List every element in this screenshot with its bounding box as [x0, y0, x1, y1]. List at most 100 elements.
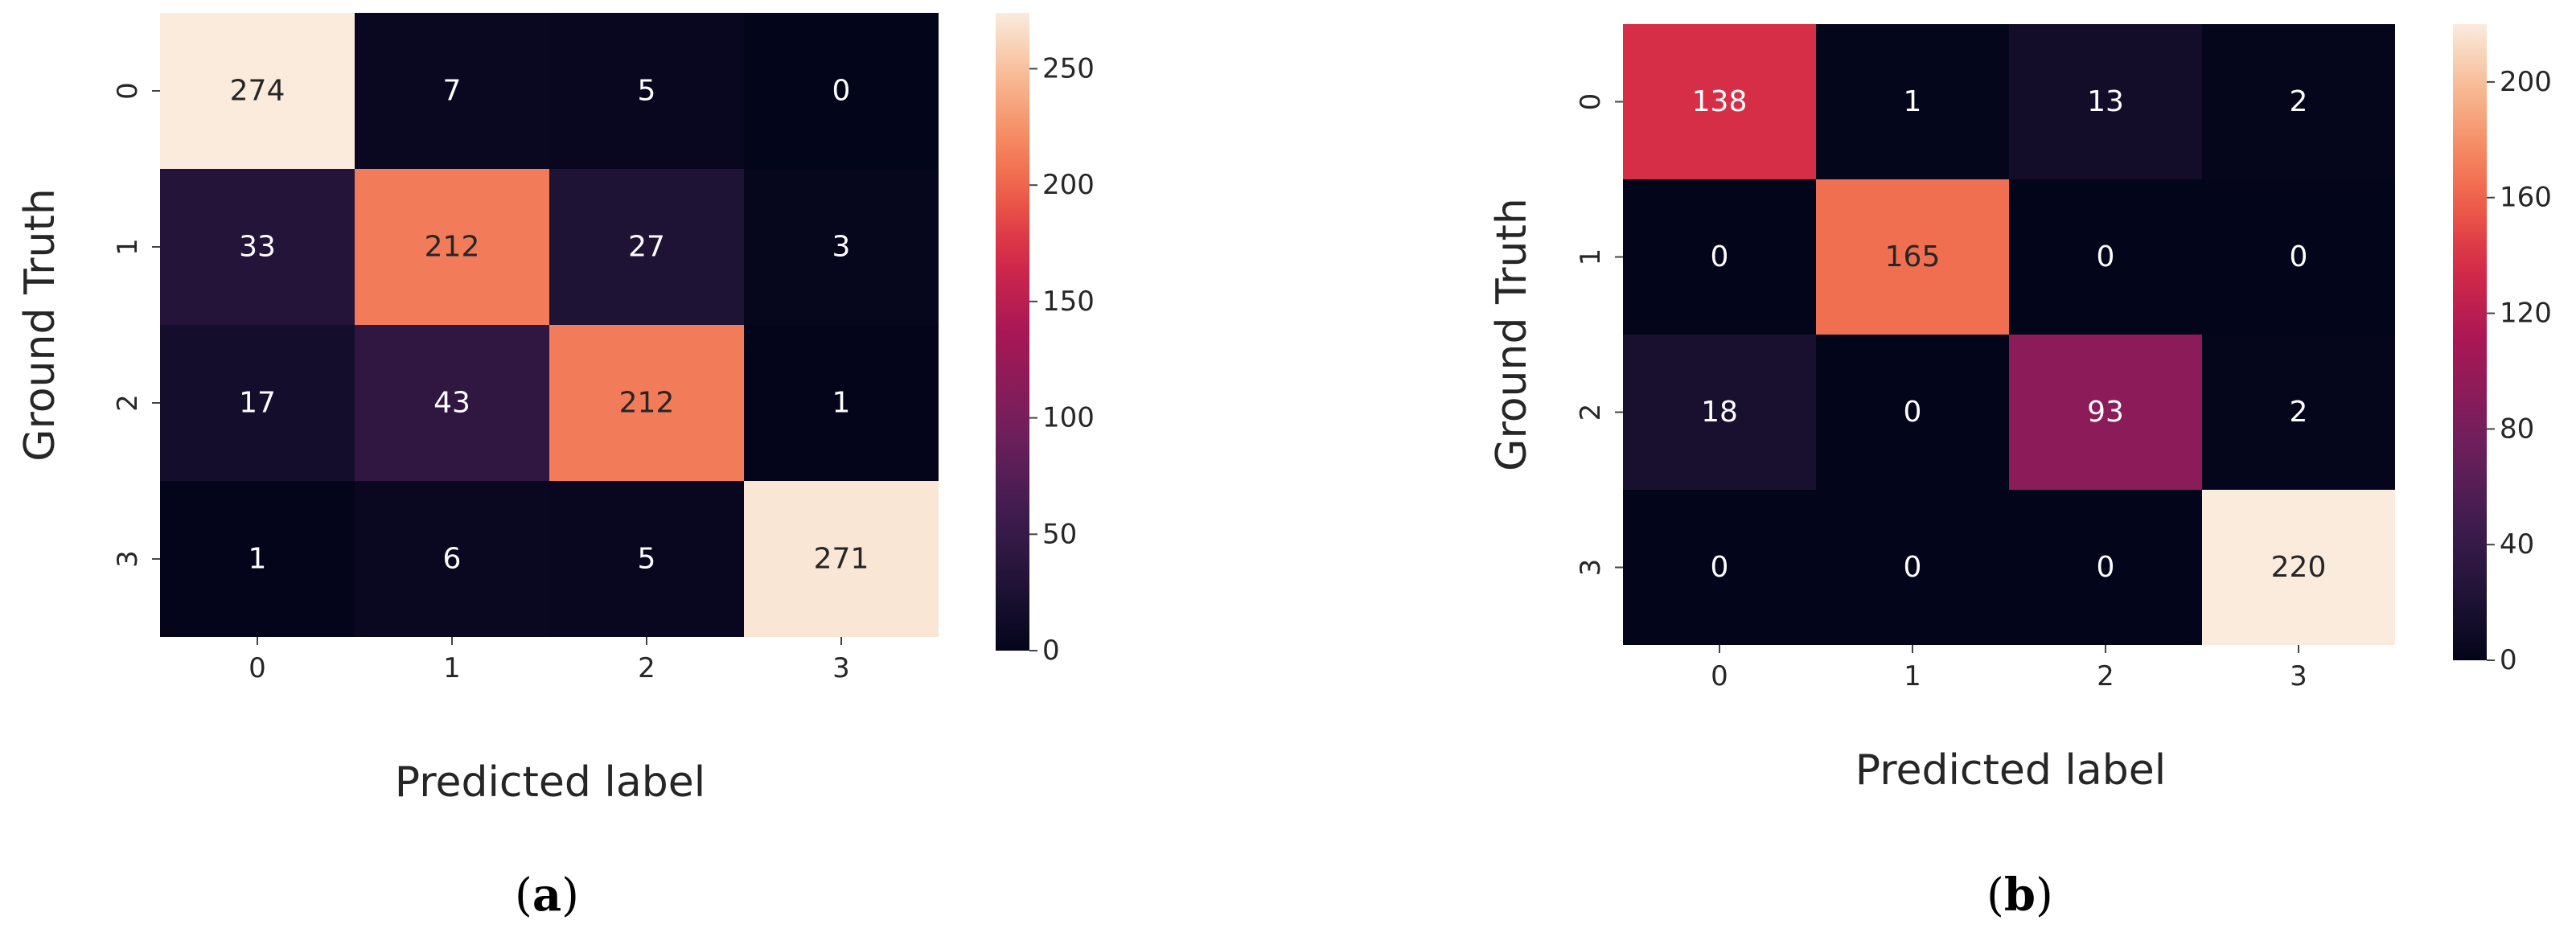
- heatmap-a-value-label: 5: [638, 543, 656, 576]
- y-tick-label-b: 2: [1575, 404, 1607, 421]
- heatmap-a-cell: [549, 169, 744, 325]
- heatmap-a-cell: [744, 325, 939, 481]
- heatmap-a-cell: [160, 481, 355, 637]
- heatmap-a-cell: [160, 13, 355, 169]
- heatmap-b-value-label: 0: [2097, 551, 2115, 584]
- heatmap-a-cell: [355, 325, 549, 481]
- caption-a: (a): [515, 869, 579, 922]
- heatmap-a-cell: [160, 325, 355, 481]
- y-tick-label-b: 1: [1575, 249, 1607, 266]
- caption-a-open: (: [515, 869, 532, 922]
- heatmap-a-value-label: 3: [832, 231, 851, 264]
- heatmap-b-cell: [2009, 335, 2202, 490]
- y-tick-label-a: 3: [112, 550, 144, 568]
- colorbar-b-tick-label: 0: [2500, 644, 2517, 676]
- caption-b-open: (: [1986, 869, 2004, 922]
- heatmap-a-value-label: 7: [443, 75, 462, 108]
- heatmap-a-value-label: 5: [638, 75, 656, 108]
- caption-b: (b): [1986, 869, 2053, 922]
- heatmap-b-cell: [1816, 335, 2009, 490]
- colorbar-a-tick-label: 50: [1042, 518, 1077, 550]
- caption-b-close: ): [2036, 869, 2053, 922]
- heatmap-a-value-label: 271: [814, 543, 869, 576]
- heatmap-b-cell: [1623, 24, 1816, 179]
- colorbar-a-tick-label: 100: [1042, 402, 1095, 434]
- x-tick-label-b: 3: [2290, 660, 2307, 692]
- x-tick-label-b: 1: [1904, 660, 1921, 692]
- caption-a-close: ): [561, 869, 580, 922]
- heatmap-b-cell: [2009, 24, 2202, 179]
- heatmap-a-value-label: 43: [433, 387, 470, 420]
- heatmap-b-cell: [2009, 490, 2202, 645]
- heatmap-b-value-label: 0: [1904, 551, 1922, 584]
- x-axis-label-a: Predicted label: [395, 758, 705, 807]
- x-tick-label-b: 0: [1711, 660, 1728, 692]
- heatmap-b-cell: [2202, 179, 2395, 335]
- x-tick-label-a: 1: [443, 652, 461, 684]
- heatmap-b-cell: [2202, 24, 2395, 179]
- heatmap-b-value-label: 0: [2097, 240, 2115, 273]
- heatmap-b-cell: [2202, 490, 2395, 645]
- y-tick-label-b: 3: [1575, 559, 1607, 577]
- heatmap-a-cell: [355, 13, 549, 169]
- heatmap-b-value-label: 93: [2087, 396, 2124, 429]
- heatmap-b-cell: [1623, 335, 1816, 490]
- heatmap-b-value-label: 18: [1701, 396, 1738, 429]
- heatmap-b-value-label: 220: [2271, 551, 2327, 584]
- heatmap-b-value-label: 165: [1885, 240, 1941, 273]
- heatmap-a-value-label: 212: [425, 231, 480, 264]
- x-tick-label-a: 3: [832, 652, 850, 684]
- heatmap-b-value-label: 2: [2290, 85, 2308, 118]
- caption-a-letter: a: [532, 869, 562, 922]
- heatmap-a-cell: [549, 325, 744, 481]
- heatmap-a-cell: [549, 13, 744, 169]
- heatmap-a-value-label: 33: [239, 231, 276, 264]
- y-tick-label-b: 0: [1575, 93, 1607, 111]
- heatmap-a-cell: [160, 169, 355, 325]
- heatmap-b-value-label: 138: [1692, 85, 1748, 118]
- y-tick-label-a: 0: [112, 82, 144, 100]
- x-axis-label-b: Predicted label: [1855, 746, 2166, 795]
- heatmap-b-value-label: 0: [1711, 551, 1729, 584]
- x-tick-label-a: 0: [249, 652, 266, 684]
- heatmap-a-cell: [744, 169, 939, 325]
- heatmap-b-cell: [1816, 24, 2009, 179]
- heatmap-a-value-label: 1: [832, 387, 851, 420]
- y-axis-label-b: Ground Truth: [1488, 198, 1536, 471]
- colorbar-a: [996, 13, 1029, 651]
- heatmap-b-value-label: 0: [2290, 240, 2308, 273]
- heatmap-b-cell: [1623, 490, 1816, 645]
- heatmap-a-value-label: 6: [443, 543, 462, 576]
- heatmap-a-value-label: 17: [239, 387, 276, 420]
- colorbar-b-tick-label: 200: [2500, 66, 2552, 98]
- y-axis-label-a: Ground Truth: [16, 188, 64, 462]
- heatmap-b-value-label: 0: [1711, 240, 1729, 273]
- colorbar-b: [2453, 24, 2487, 660]
- heatmap-a-value-label: 27: [628, 231, 665, 264]
- caption-b-letter: b: [2003, 869, 2036, 922]
- y-tick-label-a: 2: [112, 394, 144, 412]
- heatmap-a-cell: [744, 481, 939, 637]
- colorbar-a-tick-label: 250: [1042, 52, 1095, 84]
- heatmap-a-cell: [744, 13, 939, 169]
- colorbar-b-tick-label: 40: [2500, 528, 2534, 561]
- x-tick-label-a: 2: [638, 652, 655, 684]
- colorbar-a-tick-label: 150: [1042, 286, 1095, 318]
- heatmap-b-value-label: 1: [1904, 85, 1922, 118]
- heatmap-a-cell: [355, 481, 549, 637]
- heatmap-b-value-label: 0: [1904, 396, 1922, 429]
- heatmap-a-value-label: 212: [619, 387, 675, 420]
- colorbar-a-tick-label: 200: [1042, 169, 1095, 201]
- colorbar-a-tick-label: 0: [1042, 635, 1060, 667]
- colorbar-b-tick-label: 120: [2500, 298, 2552, 330]
- y-tick-label-a: 1: [112, 238, 144, 256]
- heatmap-a-value-label: 0: [832, 75, 851, 108]
- heatmap-a-cell: [355, 169, 549, 325]
- heatmap-a-value-label: 1: [249, 543, 267, 576]
- heatmap-b-cell: [1816, 490, 2009, 645]
- colorbar-b-tick-label: 80: [2500, 413, 2534, 445]
- heatmap-b-cell: [1816, 179, 2009, 335]
- heatmap-b-cell: [2009, 179, 2202, 335]
- heatmap-b-value-label: 2: [2290, 396, 2308, 429]
- heatmap-b-cell: [1623, 179, 1816, 335]
